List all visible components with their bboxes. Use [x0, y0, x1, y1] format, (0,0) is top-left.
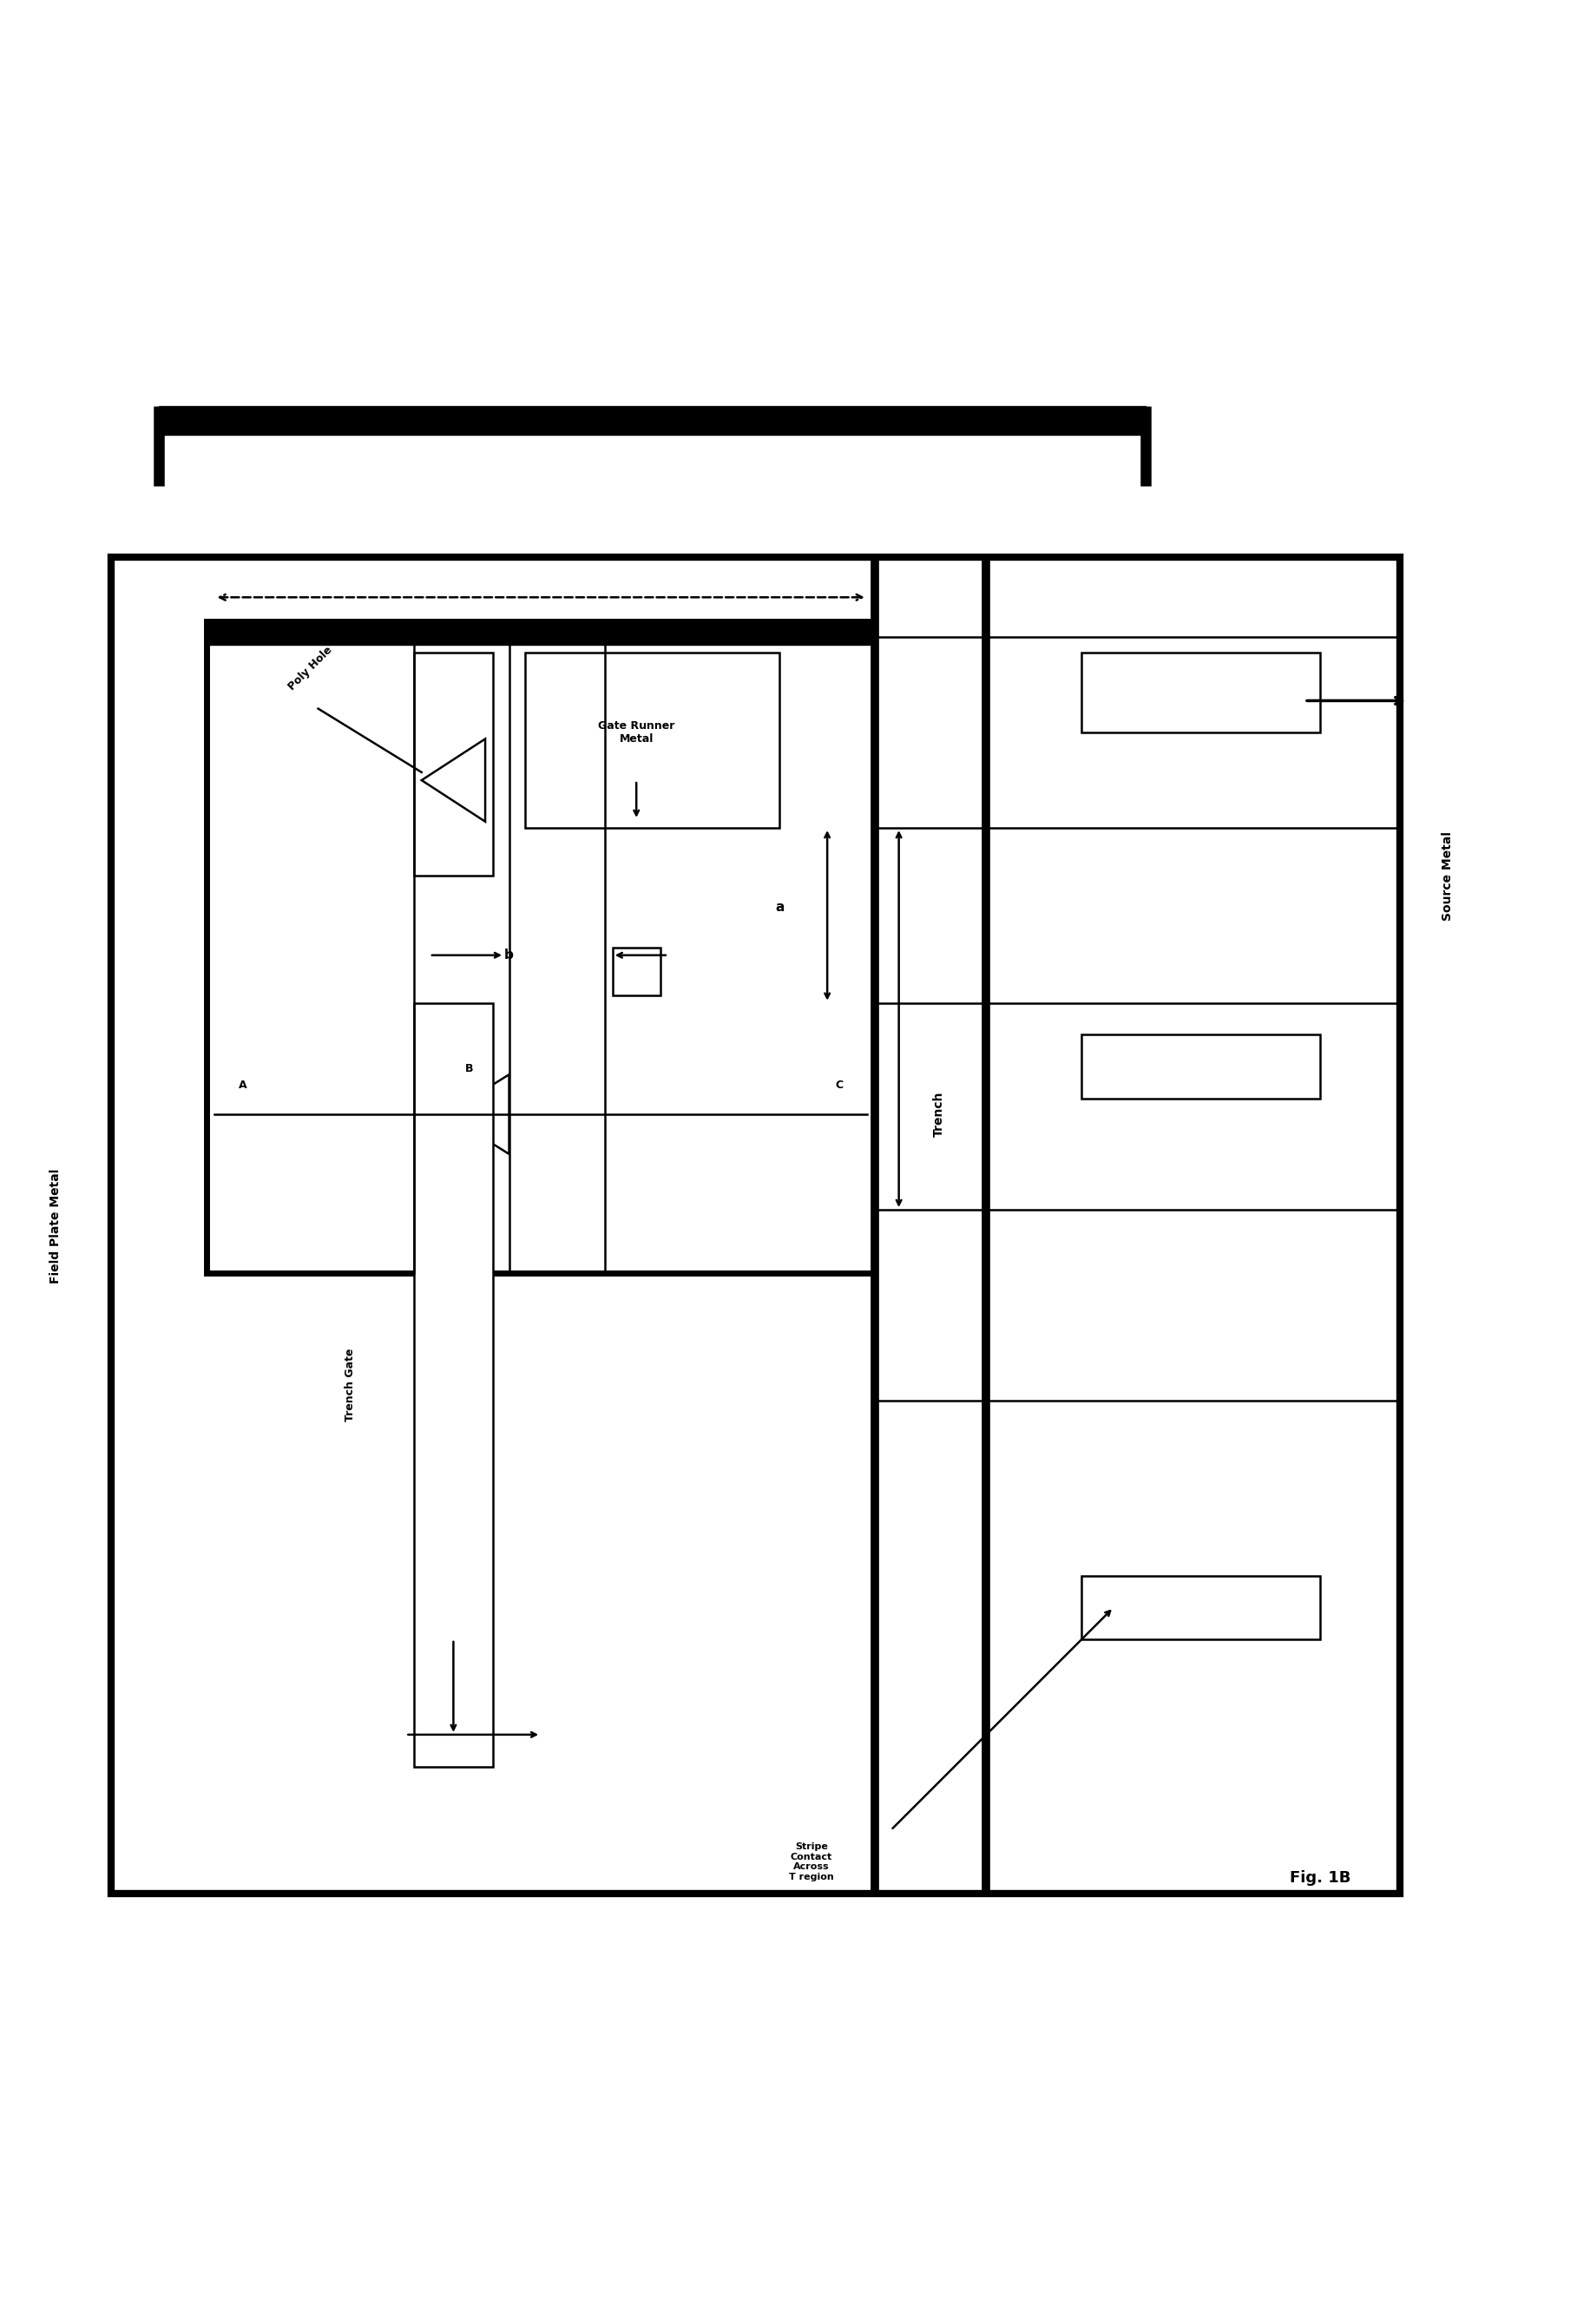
Text: Source Metal: Source Metal	[1441, 832, 1453, 920]
Bar	[413, 653, 493, 876]
Text: B: B	[464, 1062, 474, 1074]
Text: Poly Hole: Poly Hole	[286, 644, 334, 693]
Bar	[1081, 1576, 1320, 1638]
Bar	[207, 621, 875, 1274]
Text: Fig. 1B: Fig. 1B	[1289, 1871, 1350, 1885]
Text: Field Plate Metal: Field Plate Metal	[49, 1169, 62, 1283]
Text: C: C	[835, 1078, 843, 1090]
Text: A: A	[239, 1078, 246, 1090]
Bar	[612, 948, 660, 995]
Text: b: b	[504, 948, 514, 962]
Bar	[525, 653, 779, 827]
Bar	[1081, 1034, 1320, 1099]
Bar	[1081, 653, 1320, 732]
Text: Trench Gate: Trench Gate	[343, 1348, 356, 1422]
Text: Trench: Trench	[932, 1092, 944, 1136]
Bar	[413, 1004, 493, 1766]
Bar	[111, 558, 1399, 1894]
Text: a: a	[774, 902, 784, 913]
Text: Stripe
Contact
Across
T region: Stripe Contact Across T region	[789, 1843, 833, 1882]
Text: Gate Runner
Metal: Gate Runner Metal	[598, 720, 674, 744]
